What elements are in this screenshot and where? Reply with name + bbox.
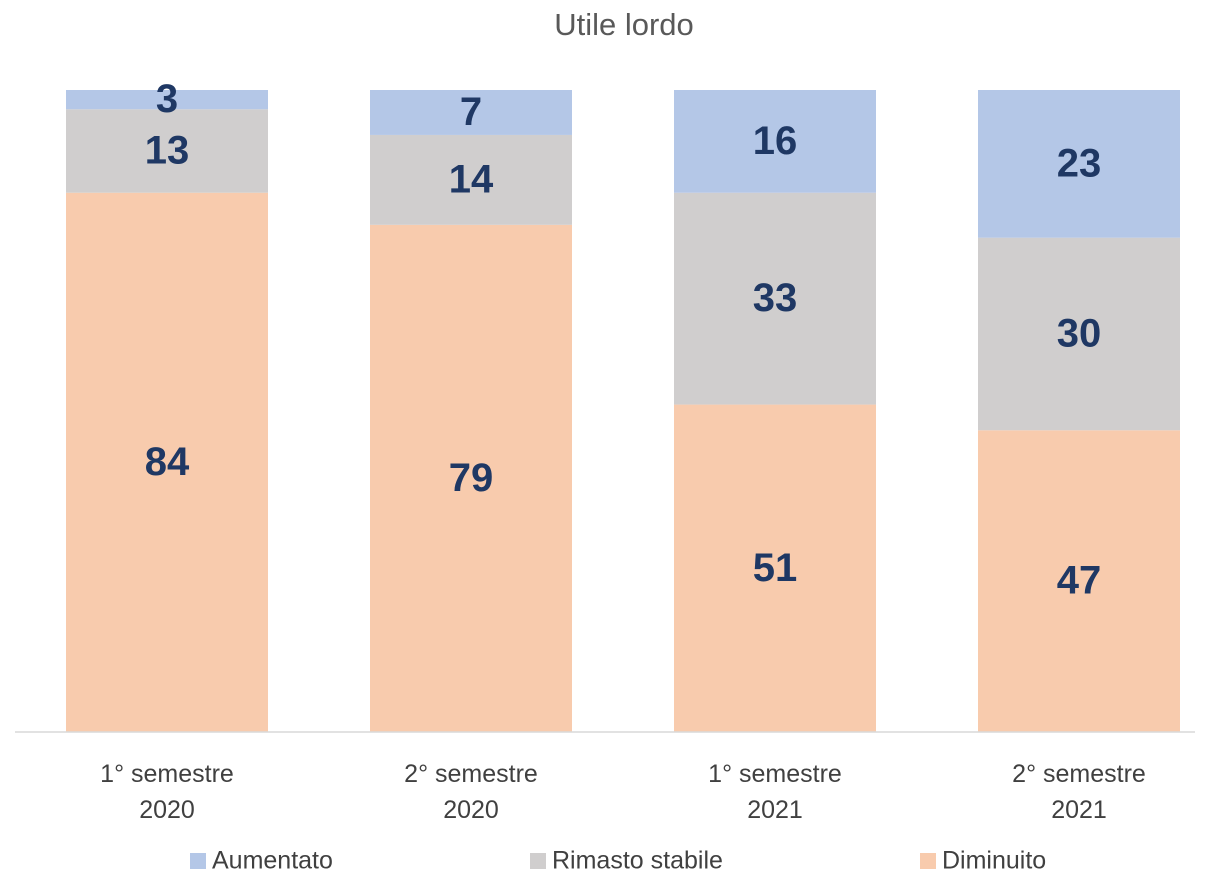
legend-label: Aumentato (212, 847, 333, 875)
data-label: 30 (1057, 312, 1102, 356)
bar-segment (66, 109, 268, 193)
data-label: 84 (145, 440, 190, 484)
x-tick-label: 1° semestre 2021 (708, 760, 842, 824)
legend-label: Diminuito (942, 847, 1046, 875)
legend-swatch (190, 853, 206, 869)
bar-segment (674, 192, 876, 405)
legend-label: Rimasto stabile (552, 847, 723, 875)
bar-segment (978, 90, 1180, 238)
data-label: 33 (753, 276, 798, 320)
chart-title: Utile lordo (554, 7, 694, 42)
bar-segment (370, 90, 572, 135)
data-label: 3 (156, 77, 178, 121)
legend-swatch (920, 853, 936, 869)
bar-segment (66, 90, 268, 110)
bar-segment (978, 237, 1180, 431)
data-label: 79 (449, 456, 494, 500)
x-tick-label: 2° semestre 2021 (1012, 760, 1146, 824)
x-tick-label: 1° semestre 2020 (100, 760, 234, 824)
data-label: 7 (460, 90, 482, 134)
data-label: 13 (145, 129, 190, 173)
bar-segment (66, 192, 268, 733)
bar-segment (674, 90, 876, 193)
bar-segment (674, 404, 876, 732)
bar-segment (978, 430, 1180, 732)
x-tick-label: 2° semestre 2020 (404, 760, 538, 824)
data-label: 47 (1057, 559, 1102, 603)
data-label: 16 (753, 119, 798, 163)
data-label: 51 (753, 546, 798, 590)
bar-segment (370, 134, 572, 225)
bar-segment (370, 224, 572, 732)
legend-swatch (530, 853, 546, 869)
data-label: 23 (1057, 141, 1102, 185)
data-label: 14 (449, 157, 494, 201)
